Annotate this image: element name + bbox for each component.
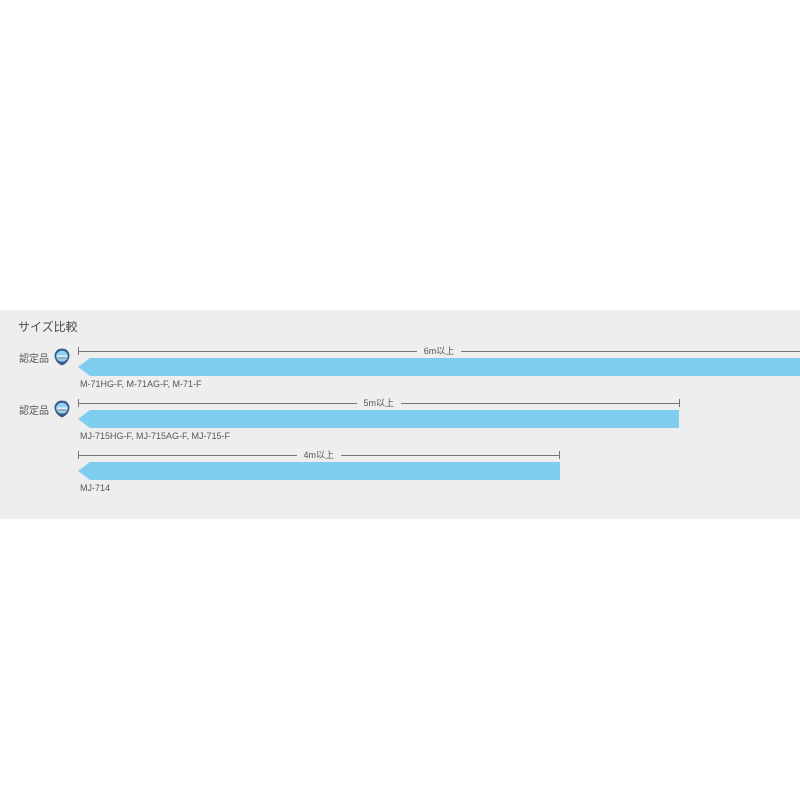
size-row: 認定品 6m以上 M-71HG-F, M-71AG-F, M-71-F (0, 345, 800, 389)
length-bracket: 6m以上 (78, 345, 800, 357)
badge-label: 認定品 (19, 402, 49, 417)
product-codes: M-71HG-F, M-71AG-F, M-71-F (80, 379, 800, 389)
size-row: 認定品 5m以上 MJ-715HG-F, MJ-715AG-F, MJ-715-… (0, 397, 800, 441)
size-bar (78, 358, 800, 376)
badge-column (0, 449, 78, 451)
chart-title: サイズ比較 (18, 318, 800, 335)
badge-column: 認定品 (0, 397, 78, 419)
badge-label: 認定品 (19, 350, 49, 365)
bar-body (90, 358, 800, 376)
size-bar (78, 462, 560, 480)
arrow-tip-icon (78, 462, 90, 480)
bar-area: 5m以上 MJ-715HG-F, MJ-715AG-F, MJ-715-F (78, 397, 800, 441)
size-bar (78, 410, 679, 428)
product-codes: MJ-714 (80, 483, 800, 493)
arrow-tip-icon (78, 410, 90, 428)
bar-area: 4m以上 MJ-714 (78, 449, 800, 493)
arrow-tip-icon (78, 358, 90, 376)
certification-badge-icon (52, 399, 72, 419)
length-label: 4m以上 (298, 448, 341, 461)
size-comparison-chart: サイズ比較 認定品 6m以上 M-71HG-F, M-71AG-F, M-71-… (0, 310, 800, 519)
length-bracket: 5m以上 (78, 397, 679, 409)
length-label: 6m以上 (418, 344, 461, 357)
bar-body (90, 410, 679, 428)
product-codes: MJ-715HG-F, MJ-715AG-F, MJ-715-F (80, 431, 800, 441)
certification-badge-icon (52, 347, 72, 367)
badge-column: 認定品 (0, 345, 78, 367)
length-label: 5m以上 (357, 396, 400, 409)
size-row: 4m以上 MJ-714 (0, 449, 800, 493)
length-bracket: 4m以上 (78, 449, 560, 461)
bar-area: 6m以上 M-71HG-F, M-71AG-F, M-71-F (78, 345, 800, 389)
bar-body (90, 462, 560, 480)
